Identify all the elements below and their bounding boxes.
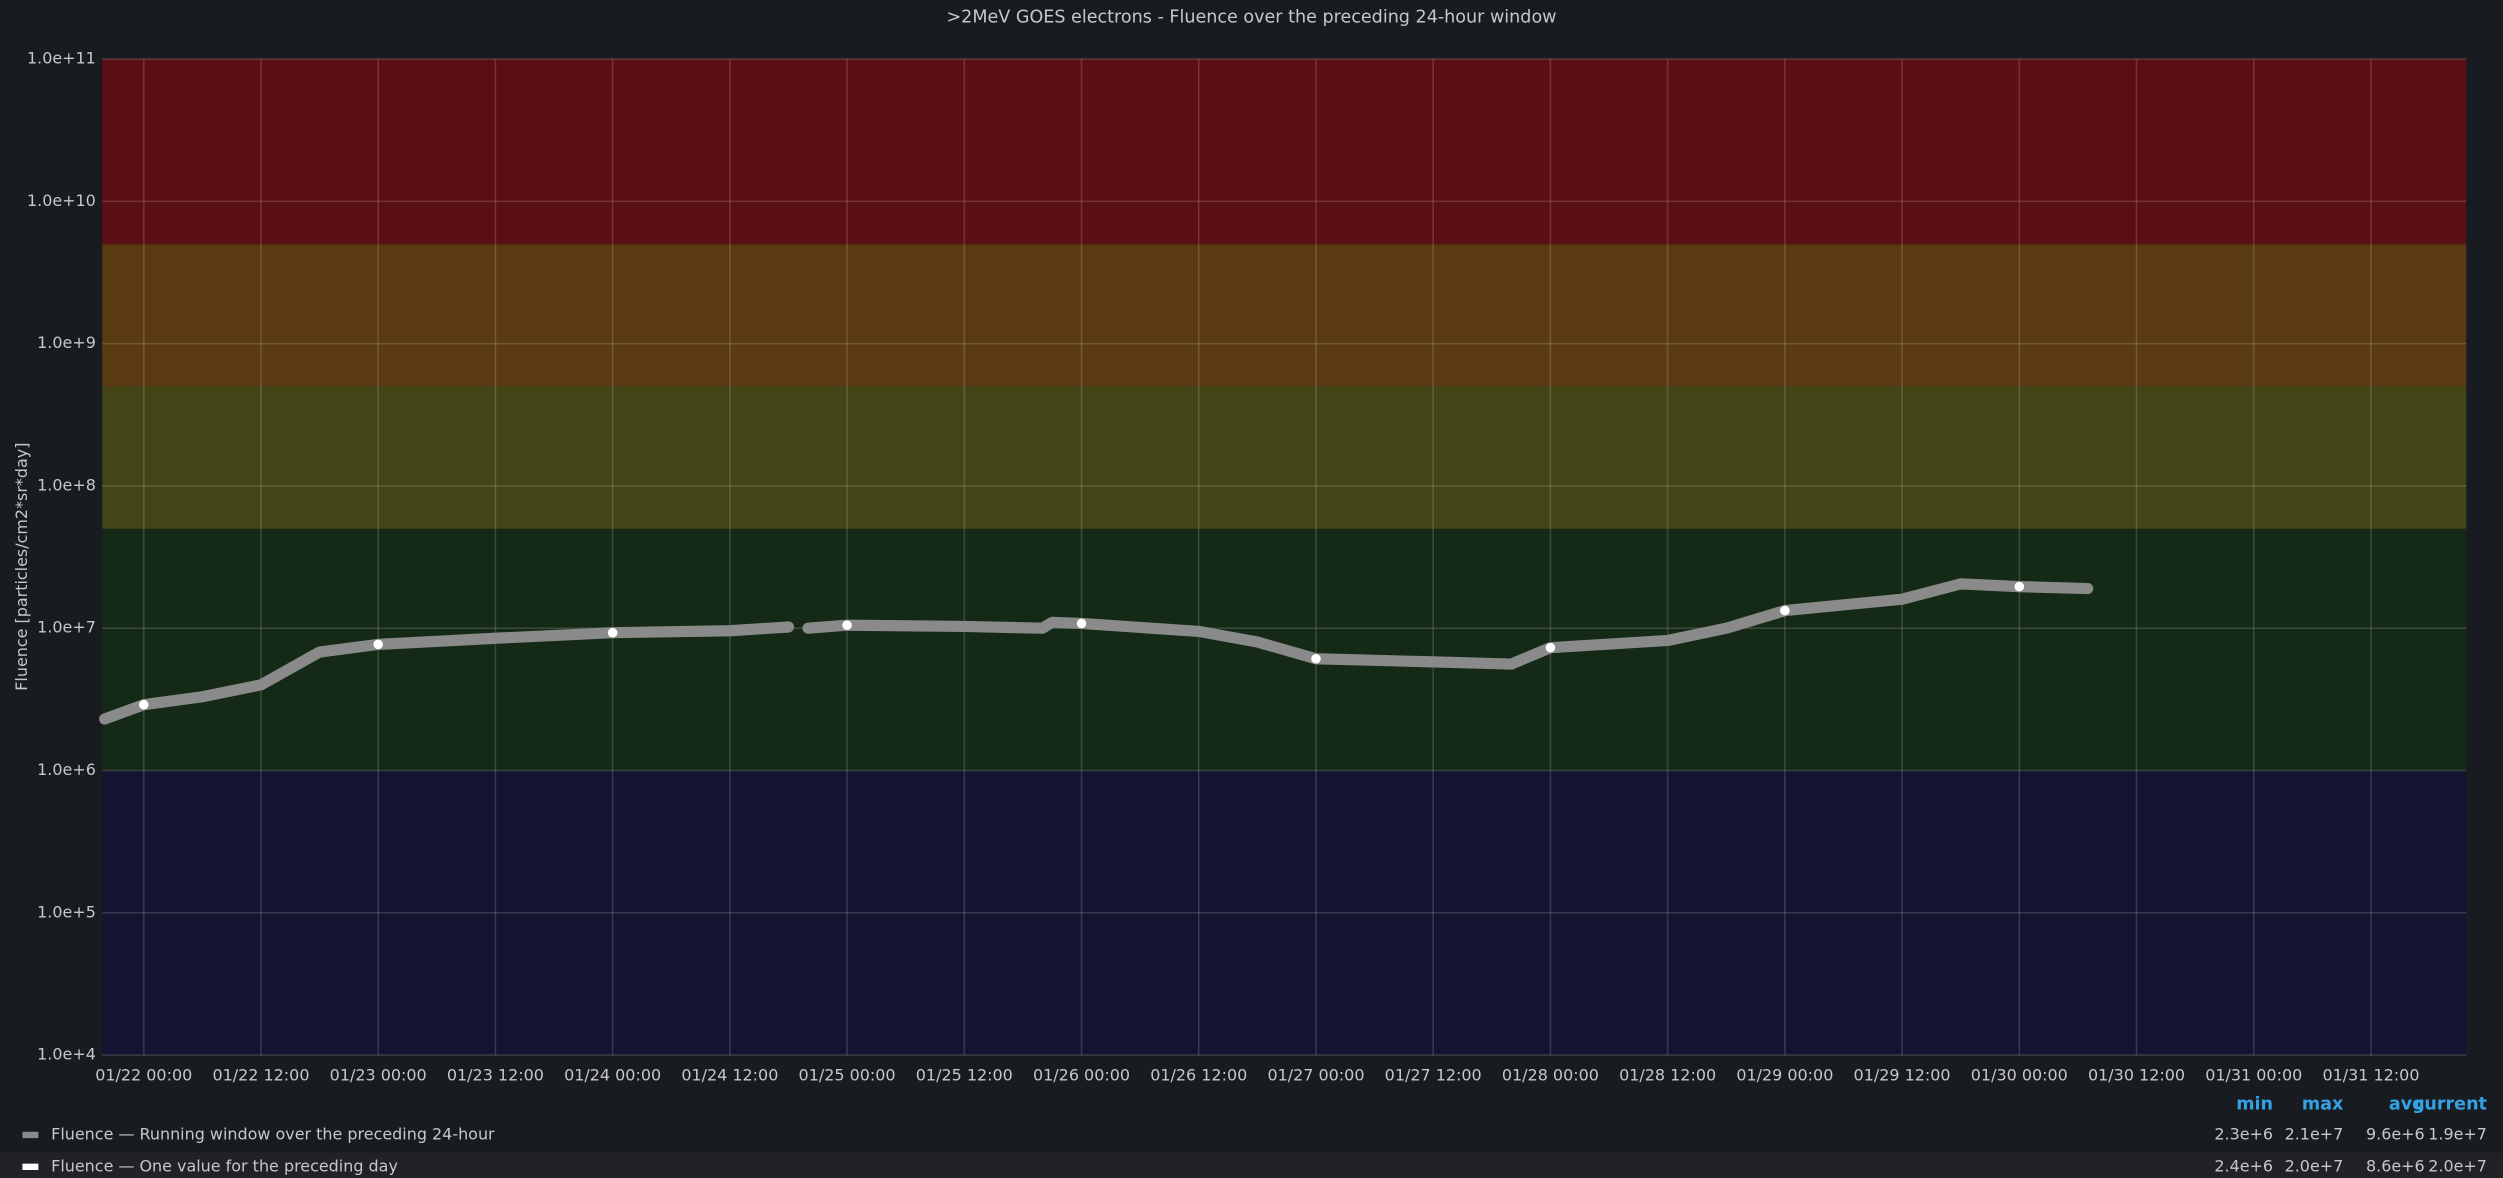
legend-stat: 2.1e+7 <box>2285 1124 2344 1143</box>
x-tick-label: 01/22 00:00 <box>95 1065 192 1084</box>
legend-label: Fluence — Running window over the preced… <box>51 1124 495 1143</box>
y-axis-label: Fluence [particles/cm2*sr*day] <box>12 443 31 691</box>
x-tick-label: 01/24 00:00 <box>564 1065 661 1084</box>
data-point <box>373 639 383 650</box>
x-tick-label: 01/30 12:00 <box>2088 1065 2185 1084</box>
legend-row-bg <box>0 1152 2503 1178</box>
legend-column-header: avg <box>2389 1095 2425 1115</box>
data-point <box>2014 581 2025 592</box>
data-line <box>99 578 2094 725</box>
threshold-band <box>102 59 2467 245</box>
x-tick-label: 01/29 00:00 <box>1736 1065 1833 1084</box>
y-tick-label: 1.0e+7 <box>37 618 96 637</box>
data-point <box>1076 618 1087 629</box>
y-tick-label: 1.0e+8 <box>37 475 96 494</box>
data-point <box>1311 653 1321 664</box>
x-tick-label: 01/26 00:00 <box>1033 1065 1130 1084</box>
x-tick-label: 01/23 00:00 <box>330 1065 427 1084</box>
threshold-band <box>102 770 2467 1056</box>
y-tick-label: 1.0e+6 <box>37 760 96 779</box>
legend-stat: 2.4e+6 <box>2214 1156 2273 1175</box>
threshold-band <box>102 386 2467 529</box>
data-point <box>607 627 618 638</box>
legend-stat: 2.0e+7 <box>2285 1156 2344 1175</box>
legend-column-header: max <box>2302 1095 2344 1115</box>
data-point <box>138 699 149 710</box>
x-tick-label: 01/29 12:00 <box>1854 1065 1951 1084</box>
x-tick-label: 01/28 00:00 <box>1502 1065 1599 1084</box>
y-tick-label: 1.0e+4 <box>37 1045 96 1064</box>
legend-label: Fluence — One value for the preceding da… <box>51 1156 398 1175</box>
x-tick-label: 01/26 12:00 <box>1150 1065 1247 1084</box>
x-tick-label: 01/25 12:00 <box>916 1065 1013 1084</box>
chart-title: >2MeV GOES electrons - Fluence over the … <box>946 8 1556 28</box>
x-tick-label: 01/23 12:00 <box>447 1065 544 1084</box>
y-tick-label: 1.0e+11 <box>27 49 96 68</box>
legend-stat: 9.6e+6 <box>2366 1124 2425 1143</box>
x-tick-label: 01/30 00:00 <box>1971 1065 2068 1084</box>
data-point <box>1545 642 1556 653</box>
legend-stat: 1.9e+7 <box>2428 1124 2487 1143</box>
x-tick-label: 01/27 00:00 <box>1267 1065 1364 1084</box>
x-tick-label: 01/31 12:00 <box>2322 1065 2419 1084</box>
x-tick-label: 01/22 12:00 <box>212 1065 309 1084</box>
y-tick-label: 1.0e+10 <box>27 191 96 210</box>
data-point <box>1780 605 1790 616</box>
x-tick-label: 01/25 00:00 <box>799 1065 896 1084</box>
legend-stat: 8.6e+6 <box>2366 1156 2425 1175</box>
x-tick-label: 01/28 12:00 <box>1619 1065 1716 1084</box>
legend-stat: 2.3e+6 <box>2214 1124 2273 1143</box>
y-tick-label: 1.0e+5 <box>37 902 96 921</box>
legend-column-header: min <box>2236 1095 2273 1115</box>
threshold-band <box>102 244 2467 387</box>
data-point <box>842 620 852 630</box>
legend-column-header: current <box>2414 1095 2487 1115</box>
x-tick-label: 01/24 12:00 <box>681 1065 778 1084</box>
x-tick-label: 01/31 00:00 <box>2205 1065 2302 1084</box>
legend-stat: 2.0e+7 <box>2428 1156 2487 1175</box>
x-tick-label: 01/27 12:00 <box>1385 1065 1482 1084</box>
y-tick-label: 1.0e+9 <box>37 333 96 352</box>
